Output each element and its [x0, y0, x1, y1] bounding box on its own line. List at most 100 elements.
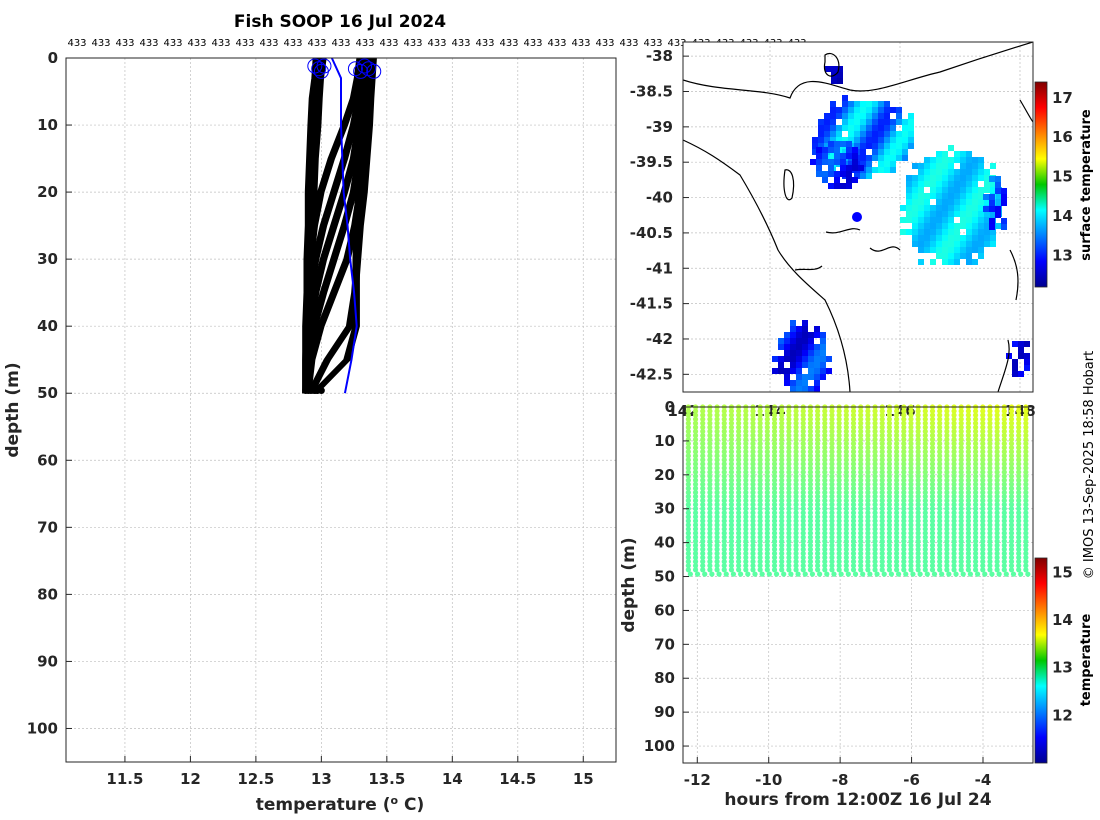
section-point [757, 428, 763, 435]
section-point [764, 522, 770, 528]
section-point [786, 510, 792, 516]
section-point [1023, 538, 1029, 544]
cast-label: 433 [475, 38, 494, 49]
section-point [829, 530, 835, 536]
section-point [865, 546, 871, 553]
section-point [800, 526, 806, 532]
section-point [908, 559, 914, 565]
map-y-tick-label: -39 [646, 118, 673, 136]
section-point [743, 567, 749, 573]
section-point [865, 428, 871, 435]
section-point [937, 559, 943, 565]
sst-pixel [930, 241, 936, 247]
sst-pixel [960, 241, 966, 247]
sst-pixel [902, 143, 908, 149]
sst-pixel [995, 212, 1001, 218]
sst-pixel [948, 247, 954, 253]
sst-pixel [846, 171, 852, 177]
section-point [1016, 412, 1022, 418]
section-point [850, 497, 857, 504]
section-point [829, 477, 835, 483]
section-point [865, 485, 871, 491]
map-colorbar-label: surface temperature [1079, 109, 1094, 261]
section-point [908, 449, 914, 455]
sst-pixel [948, 241, 954, 247]
sst-pixel [840, 183, 846, 189]
section-point [700, 538, 706, 544]
section-point [800, 436, 806, 443]
section-point [922, 546, 928, 553]
sst-pixel [989, 224, 995, 230]
section-point [707, 493, 713, 500]
section-point [1008, 493, 1015, 500]
section-point [836, 432, 842, 439]
section-point [721, 526, 727, 532]
section-point [1023, 559, 1029, 565]
section-point [901, 567, 907, 573]
section-point [901, 530, 907, 536]
section-point [972, 567, 979, 573]
section-point [944, 522, 950, 528]
section-point [1023, 457, 1029, 463]
profile-panel: Fish SOOP 16 Jul 2024 433 433 433 433 433 433… [3, 12, 807, 815]
mean-profile-line [330, 57, 358, 394]
sst-pixel [942, 169, 948, 175]
sst-pixel [936, 157, 942, 163]
section-point [865, 514, 871, 520]
section-point [972, 436, 979, 443]
sst-pixel [828, 165, 834, 171]
section-point [1016, 465, 1022, 471]
section-point [987, 412, 993, 418]
section-point [922, 534, 928, 540]
section-point [908, 534, 914, 540]
section-point [987, 554, 993, 561]
section-point [901, 506, 907, 512]
section-point [886, 497, 893, 504]
section-point [714, 485, 720, 491]
section-point [707, 563, 713, 569]
sst-pixel [842, 119, 848, 125]
section-point [685, 554, 691, 561]
section-point [937, 542, 943, 548]
section-point [929, 542, 936, 548]
section-point [694, 571, 701, 577]
section-point [915, 436, 921, 443]
section-point [1001, 408, 1007, 414]
section-point [929, 493, 936, 500]
section-point [929, 530, 936, 536]
section-point [793, 453, 799, 459]
section-point [692, 461, 699, 467]
section-point [829, 465, 835, 471]
section-point [836, 563, 842, 569]
section-point [980, 534, 986, 540]
section-point [1001, 420, 1007, 426]
section-point [850, 428, 857, 435]
section-point [714, 567, 720, 573]
section-point [865, 522, 871, 528]
section-point [836, 514, 842, 520]
section-point [1008, 428, 1015, 435]
section-point [922, 559, 928, 565]
y-tick-label: 100 [27, 719, 58, 737]
section-point [901, 436, 907, 443]
section-point [793, 567, 799, 573]
section-point [822, 465, 828, 471]
section-point [879, 502, 885, 508]
section-point [824, 571, 830, 577]
section-point [807, 428, 814, 435]
section-point [915, 518, 921, 524]
section-point [685, 563, 691, 569]
section-point [771, 506, 778, 512]
section-point [764, 497, 770, 504]
sst-pixel [984, 241, 990, 247]
section-point [1023, 445, 1029, 451]
section-point [807, 542, 814, 548]
section-point [771, 477, 778, 483]
sst-pixel [854, 137, 860, 143]
section-point [972, 432, 979, 439]
sst-pixel [816, 165, 822, 171]
sst-pixel [936, 217, 942, 223]
section-point [987, 457, 993, 463]
sst-pixel [948, 229, 954, 235]
sst-pixel [912, 229, 918, 235]
